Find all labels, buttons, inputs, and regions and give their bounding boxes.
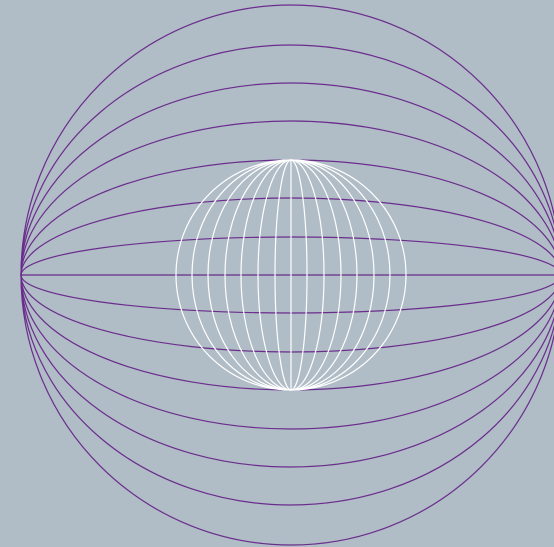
inner-sphere [175, 159, 407, 391]
